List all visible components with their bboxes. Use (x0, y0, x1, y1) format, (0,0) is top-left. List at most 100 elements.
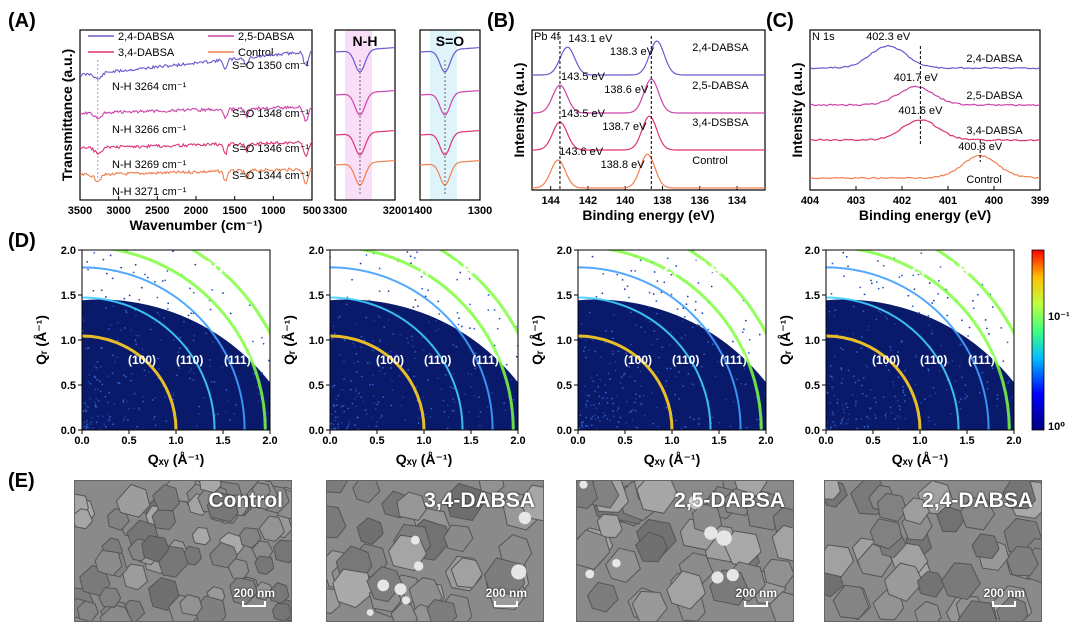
grain (825, 544, 855, 578)
noise-speck (1007, 381, 1010, 384)
ring-label: (111) (472, 353, 499, 367)
inset-series-line (334, 129, 396, 156)
noise-speck (158, 368, 160, 370)
sem-title: 3,4-DABSA (424, 489, 535, 512)
noise-speck (934, 392, 937, 395)
noise-speck (421, 336, 424, 339)
x-tick-label: 2000 (184, 205, 208, 217)
noise-speck (387, 319, 390, 321)
grain (332, 568, 373, 609)
noise-speck (583, 385, 586, 388)
inset-series-line (334, 89, 396, 116)
noise-speck (85, 348, 87, 350)
grain (352, 481, 381, 504)
noise-speck (991, 367, 994, 370)
x-tick-label: 144 (541, 195, 560, 207)
grain-texture (577, 481, 793, 621)
grain (99, 604, 133, 621)
noise-speck (894, 323, 896, 325)
noise-speck (355, 395, 358, 398)
noise-speck (379, 370, 382, 372)
noise-speck (614, 360, 617, 363)
noise-speck (530, 394, 532, 396)
noise-speck (105, 307, 108, 310)
noise-speck (582, 421, 585, 423)
xps-series-line (809, 154, 1040, 180)
y-tick-label: 0.0 (61, 425, 76, 437)
noise-speck (977, 293, 979, 296)
noise-speck (885, 364, 887, 367)
grain (768, 591, 793, 621)
noise-speck (931, 302, 934, 304)
noise-speck (85, 427, 88, 430)
noise-speck (360, 335, 363, 338)
noise-speck (179, 336, 182, 339)
noise-speck (107, 401, 110, 404)
noise-speck (598, 395, 601, 398)
ring-label: (100) (376, 353, 404, 367)
noise-speck (884, 414, 887, 417)
noise-speck (674, 375, 677, 378)
noise-speck (697, 282, 700, 284)
noise-speck (643, 331, 646, 334)
noise-speck (756, 418, 758, 421)
grain (971, 533, 1000, 560)
noise-speck (661, 346, 664, 349)
grain (605, 547, 641, 584)
noise-speck (505, 363, 508, 366)
noise-speck (913, 288, 916, 291)
noise-speck (422, 395, 425, 398)
noise-speck (845, 422, 848, 424)
noise-speck (645, 317, 648, 320)
noise-speck (887, 369, 890, 372)
noise-speck (842, 417, 845, 420)
so-peak-label: S=O 1344 cm⁻¹ (232, 170, 309, 182)
noise-speck (684, 426, 687, 428)
noise-speck (901, 274, 903, 277)
noise-speck (890, 412, 893, 415)
noise-speck (365, 413, 368, 416)
noise-speck (343, 410, 346, 413)
bright-particle (511, 564, 527, 580)
noise-speck (357, 416, 359, 419)
noise-speck (456, 312, 459, 314)
noise-speck (580, 322, 583, 325)
noise-speck (149, 328, 152, 331)
noise-speck (368, 299, 371, 302)
noise-speck (584, 339, 587, 342)
noise-speck (964, 384, 967, 387)
noise-speck (678, 398, 680, 400)
colorbar-tick-label: 10⁻¹ (1048, 311, 1070, 323)
grain (206, 492, 239, 523)
series-label: 3,4-DSBSA (692, 117, 749, 129)
noise-speck (967, 335, 970, 337)
y-tick-label: 2.0 (805, 245, 820, 257)
noise-speck (874, 417, 877, 420)
noise-speck (587, 425, 590, 428)
grain (941, 562, 981, 601)
noise-speck (163, 316, 166, 319)
noise-speck (698, 324, 701, 327)
noise-speck (633, 401, 636, 404)
noise-speck (958, 401, 961, 403)
noise-speck (354, 388, 357, 391)
ftir-series-line (79, 140, 313, 158)
noise-speck (874, 414, 877, 416)
noise-speck (741, 331, 744, 333)
diffraction-ring (107, 250, 267, 430)
grain (936, 505, 965, 533)
noise-speck (668, 344, 671, 346)
noise-speck (87, 380, 90, 383)
noise-speck (452, 398, 455, 400)
noise-speck (380, 414, 383, 416)
series-label: 3,4-DABSA (966, 125, 1023, 137)
noise-speck (330, 413, 333, 415)
noise-speck (889, 346, 892, 348)
noise-speck (579, 414, 582, 416)
grain (396, 491, 427, 521)
noise-speck (842, 408, 845, 411)
noise-speck (855, 400, 857, 403)
noise-speck (860, 417, 862, 420)
noise-speck (843, 275, 845, 278)
noise-speck (486, 406, 489, 409)
